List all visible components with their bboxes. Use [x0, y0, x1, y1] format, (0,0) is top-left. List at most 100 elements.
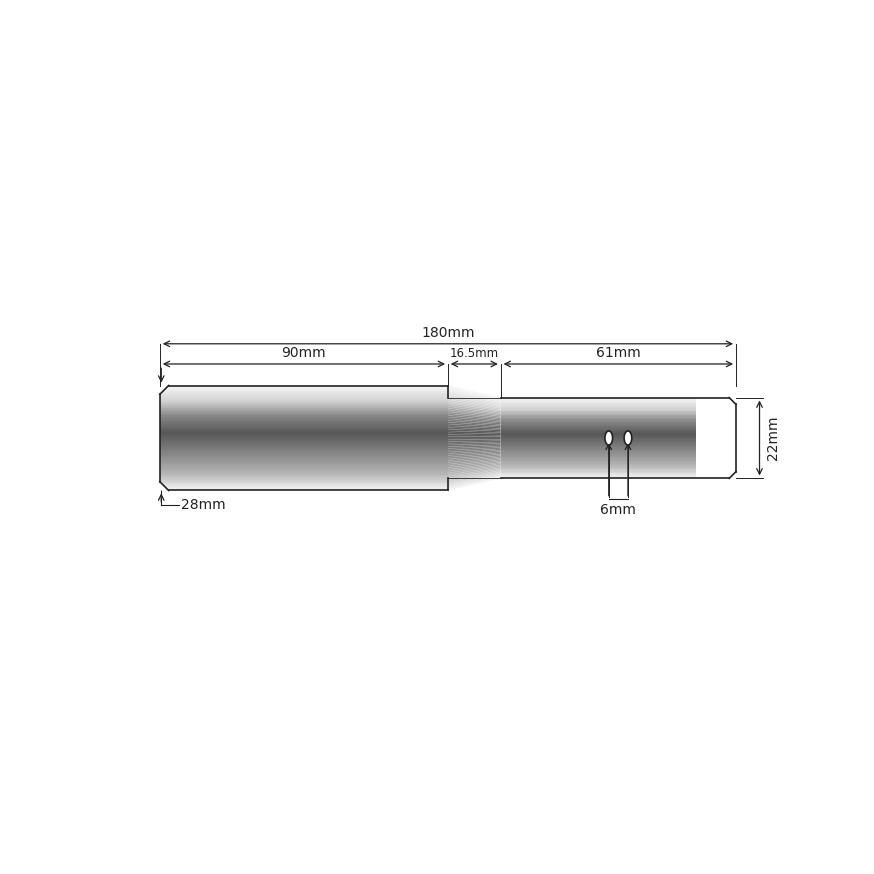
Bar	[501, 454, 696, 455]
Polygon shape	[447, 406, 501, 415]
Polygon shape	[447, 440, 501, 443]
Bar	[160, 405, 447, 406]
Polygon shape	[447, 463, 501, 473]
Bar	[501, 411, 696, 413]
Bar	[160, 422, 447, 424]
Bar	[160, 462, 447, 464]
Polygon shape	[447, 392, 501, 405]
Bar	[160, 396, 447, 398]
Polygon shape	[447, 447, 501, 452]
Bar	[160, 434, 447, 436]
Polygon shape	[447, 403, 501, 413]
Bar	[160, 426, 447, 427]
Polygon shape	[447, 475, 501, 487]
Bar	[160, 447, 447, 448]
Bar	[160, 478, 447, 480]
Bar	[501, 418, 696, 420]
Bar	[160, 445, 447, 447]
Bar	[160, 436, 447, 438]
Polygon shape	[447, 455, 501, 462]
Bar	[501, 423, 696, 425]
Bar	[501, 440, 696, 442]
Polygon shape	[447, 460, 501, 468]
Bar	[160, 450, 447, 452]
Polygon shape	[447, 446, 501, 450]
Bar	[501, 461, 696, 462]
Bar	[501, 422, 696, 423]
Polygon shape	[447, 415, 501, 422]
Bar	[501, 426, 696, 427]
Polygon shape	[447, 452, 501, 457]
Bar	[501, 455, 696, 457]
Polygon shape	[447, 401, 501, 411]
Bar	[501, 445, 696, 446]
Bar	[160, 412, 447, 413]
Polygon shape	[447, 445, 501, 448]
Bar	[501, 407, 696, 408]
Polygon shape	[447, 391, 501, 403]
Bar	[160, 413, 447, 415]
Polygon shape	[447, 472, 501, 483]
Polygon shape	[447, 412, 501, 420]
Bar	[160, 454, 447, 455]
Polygon shape	[447, 420, 501, 426]
Bar	[160, 464, 447, 466]
Bar	[501, 403, 696, 405]
Bar	[160, 385, 447, 387]
Bar	[160, 448, 447, 450]
Bar	[501, 470, 696, 472]
Polygon shape	[447, 438, 501, 440]
Bar	[160, 389, 447, 391]
Bar	[501, 460, 696, 461]
Bar	[160, 452, 447, 454]
Bar	[160, 431, 447, 433]
Bar	[501, 462, 696, 463]
Polygon shape	[447, 427, 501, 431]
Polygon shape	[447, 394, 501, 406]
Polygon shape	[729, 472, 736, 478]
Polygon shape	[447, 477, 501, 490]
Text: 90mm: 90mm	[281, 346, 326, 360]
Bar	[501, 475, 696, 477]
Bar	[501, 469, 696, 470]
Polygon shape	[447, 440, 501, 441]
Bar	[160, 415, 447, 417]
Bar	[160, 485, 447, 487]
Bar	[160, 391, 447, 392]
Bar	[501, 446, 696, 447]
Bar	[501, 463, 696, 465]
Bar	[160, 440, 447, 441]
Bar	[501, 458, 696, 460]
Bar	[501, 465, 696, 466]
Polygon shape	[160, 482, 169, 490]
Bar	[160, 483, 447, 485]
Bar	[160, 420, 447, 422]
Bar	[160, 489, 447, 490]
Bar	[160, 480, 447, 482]
Polygon shape	[447, 457, 501, 464]
Bar	[160, 427, 447, 429]
Polygon shape	[447, 429, 501, 433]
Bar	[160, 482, 447, 483]
Bar	[160, 394, 447, 396]
Bar	[501, 477, 696, 478]
Polygon shape	[447, 410, 501, 418]
Bar	[160, 433, 447, 434]
Ellipse shape	[624, 431, 632, 445]
Bar	[160, 399, 447, 401]
Text: 22mm: 22mm	[766, 416, 780, 461]
Bar	[501, 448, 696, 450]
Bar	[160, 419, 447, 420]
Polygon shape	[447, 387, 501, 400]
Polygon shape	[447, 448, 501, 454]
Bar	[501, 417, 696, 418]
Polygon shape	[447, 436, 501, 438]
Bar	[501, 468, 696, 469]
Bar	[501, 399, 696, 400]
Bar	[160, 459, 447, 461]
Polygon shape	[447, 424, 501, 428]
Bar	[501, 450, 696, 452]
Polygon shape	[447, 442, 501, 445]
Polygon shape	[447, 399, 501, 410]
Bar	[160, 406, 447, 408]
